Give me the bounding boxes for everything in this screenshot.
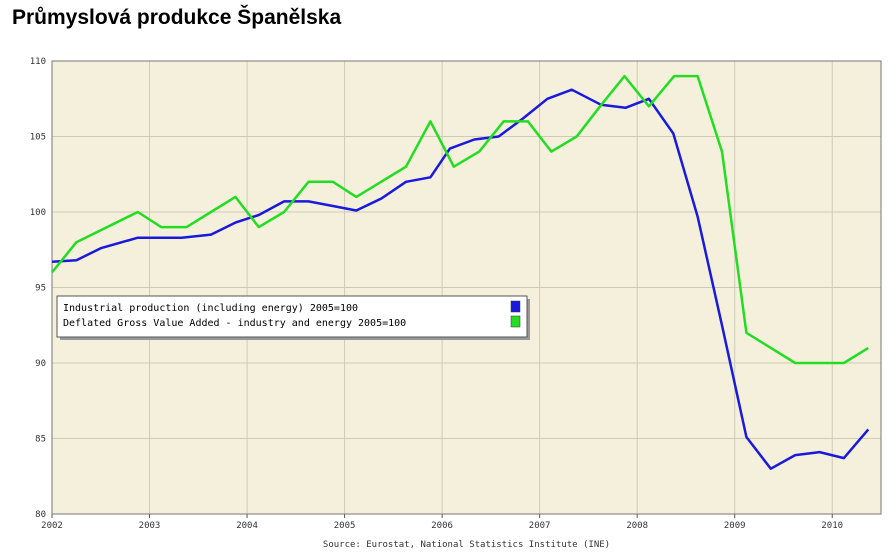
- x-tick-label: 2008: [626, 521, 648, 531]
- legend-label-2: Deflated Gross Value Added - industry an…: [63, 318, 406, 329]
- series-line-2: [51, 74, 869, 365]
- y-tick-label: 80: [35, 510, 46, 520]
- legend-box: [56, 295, 528, 338]
- y-tick-label: 100: [30, 208, 46, 218]
- plot-border: [51, 60, 882, 515]
- x-tick-label: 2010: [821, 521, 843, 531]
- legend-label-1: Industrial production (including energy)…: [63, 303, 358, 314]
- y-tick-label: 110: [30, 57, 46, 67]
- y-tick-label: 85: [35, 435, 46, 445]
- x-tick-label: 2003: [139, 521, 161, 531]
- x-tick-label: 2004: [236, 521, 258, 531]
- legend-swatch-1: [510, 300, 521, 313]
- x-tick-label: 2005: [334, 521, 356, 531]
- page-title: Průmyslová produkce Španělska: [12, 6, 342, 29]
- y-tick-label: 95: [35, 284, 46, 294]
- legend-swatch-2: [510, 315, 521, 328]
- x-tick-label: 2006: [431, 521, 453, 531]
- x-tick-label: 2009: [724, 521, 746, 531]
- y-tick-label: 105: [30, 133, 46, 143]
- x-tick-label: 2007: [529, 521, 551, 531]
- series-line-1: [51, 88, 870, 470]
- y-tick-label: 90: [35, 359, 46, 369]
- source-note: Source: Eurostat, National Statistics In…: [323, 540, 610, 550]
- x-tick-label: 2002: [41, 521, 63, 531]
